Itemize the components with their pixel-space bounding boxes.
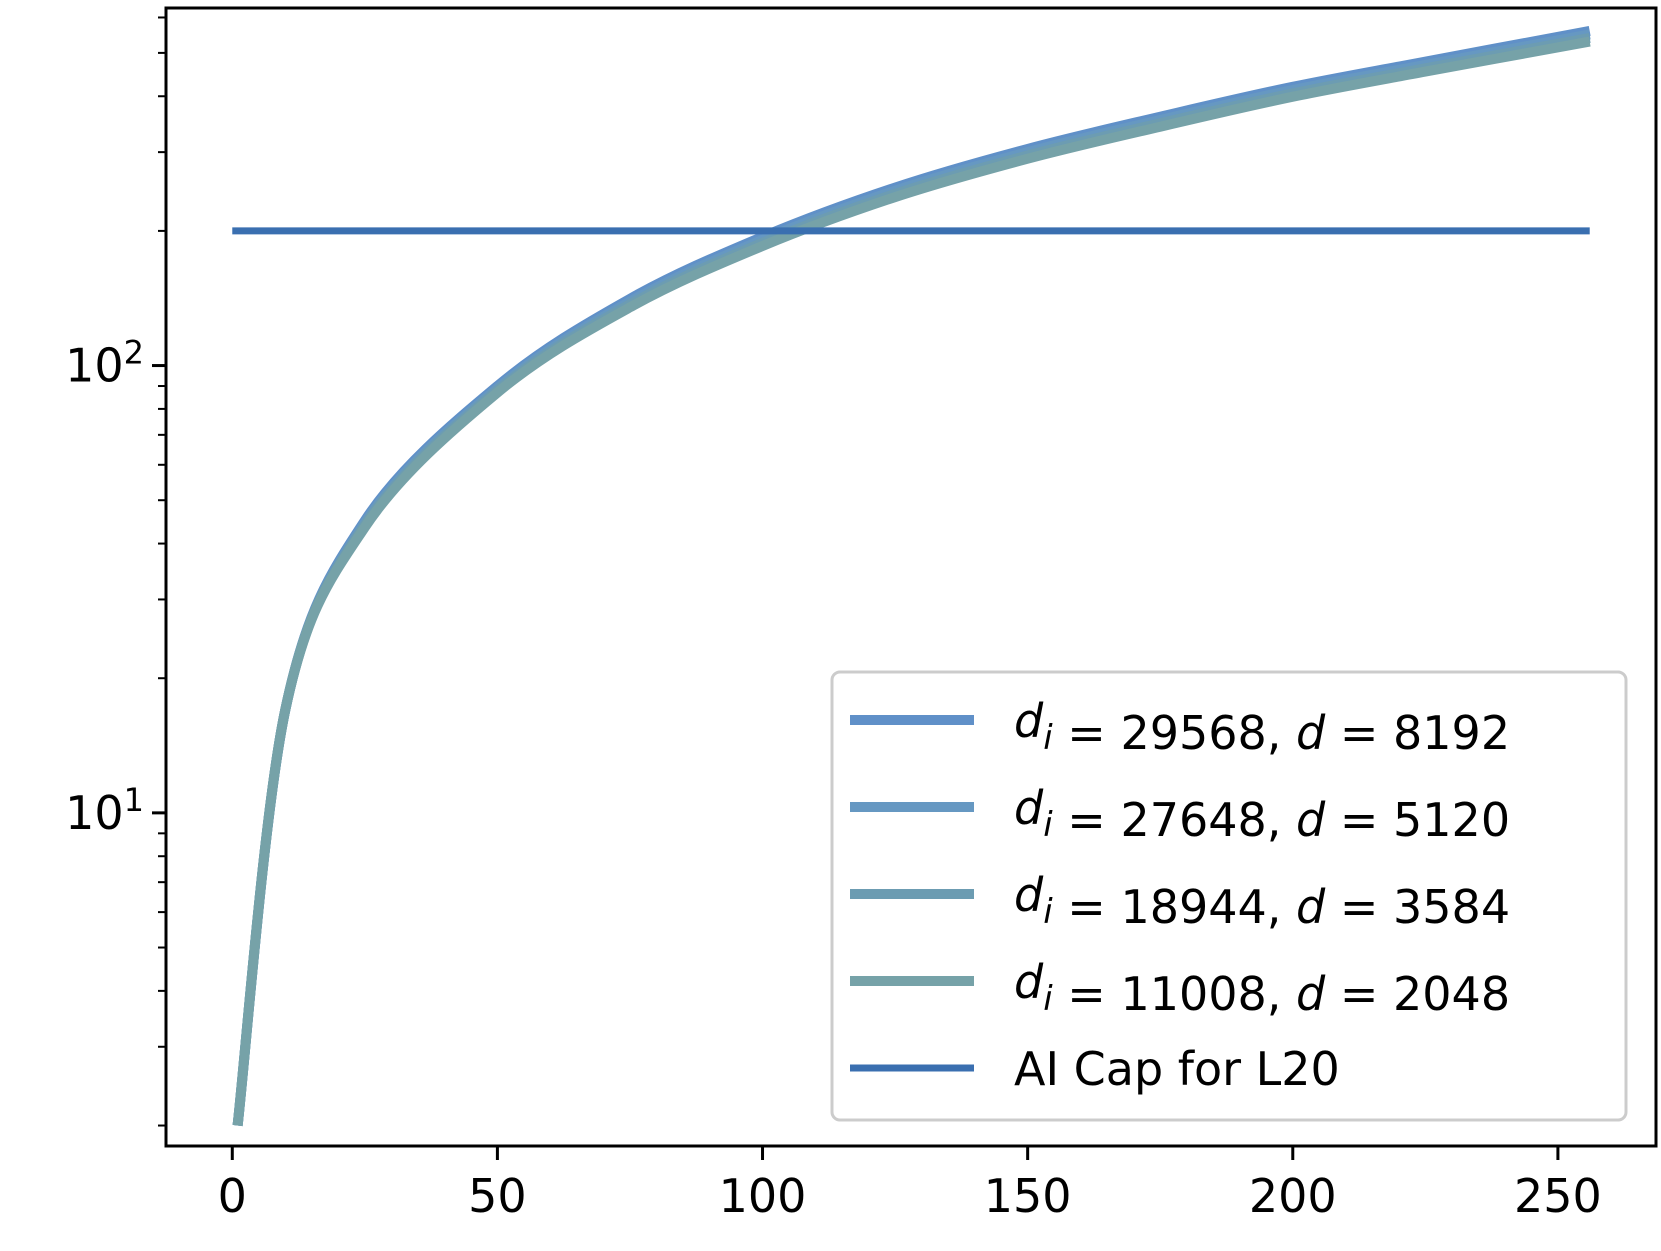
legend-label-5: AI Cap for L20 xyxy=(1014,1042,1340,1096)
axes-layer: 0 50 100 150 200 250 101 102 xyxy=(65,6,1658,1223)
series-line-4 xyxy=(232,36,1591,1127)
y-tick-label-100: 102 xyxy=(65,334,144,393)
legend-label-1: di = 29568, d = 8192 xyxy=(1014,694,1510,760)
x-tick-label-0: 0 xyxy=(218,1169,247,1223)
y-tick-label-10: 101 xyxy=(65,781,144,840)
legend-box xyxy=(830,670,1628,1122)
x-tick-label-250: 250 xyxy=(1514,1169,1602,1223)
legend-label-3: di = 18944, d = 3584 xyxy=(1014,868,1510,934)
plot-frame xyxy=(164,6,1658,1148)
x-tick-label-150: 150 xyxy=(984,1169,1072,1223)
x-tick-label-50: 50 xyxy=(468,1169,527,1223)
x-tick-label-200: 200 xyxy=(1249,1169,1337,1223)
x-tick-label-100: 100 xyxy=(719,1169,807,1223)
series-layer xyxy=(232,25,1591,1127)
legend-label-4: di = 11008, d = 2048 xyxy=(1014,955,1510,1021)
chart-legend: di = 29568, d = 8192 di = 27648, d = 5120… xyxy=(830,670,1628,1122)
legend-label-2: di = 27648, d = 5120 xyxy=(1014,781,1510,847)
